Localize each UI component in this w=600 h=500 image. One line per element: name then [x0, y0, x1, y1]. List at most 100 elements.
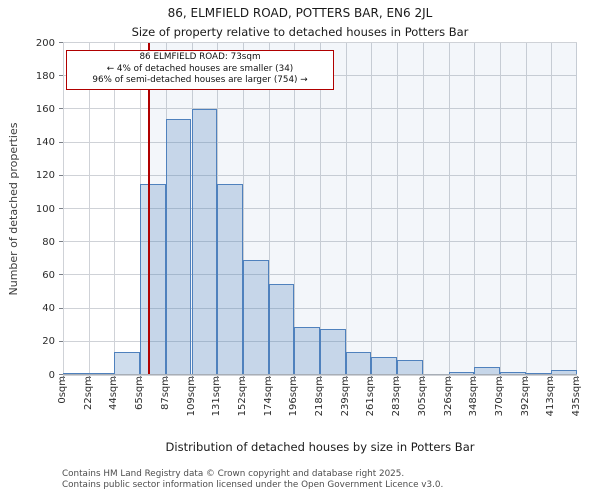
x-tick-mark [551, 376, 553, 380]
y-tick-label: 160 [35, 103, 55, 115]
x-tick-label: 326sqm [442, 376, 454, 417]
x-tick-mark [525, 376, 527, 380]
y-tick-mark [59, 274, 63, 276]
gridline-vertical [525, 43, 527, 375]
gridline-vertical [448, 43, 450, 375]
x-tick-label: 44sqm [108, 376, 120, 411]
y-tick-label: 180 [35, 70, 55, 82]
gridline-vertical [422, 43, 424, 375]
x-tick-mark [577, 376, 578, 380]
x-tick-label: 196sqm [288, 376, 300, 417]
gridline-vertical [320, 43, 321, 375]
x-tick-label: 65sqm [134, 376, 146, 411]
histogram-bar [345, 351, 372, 375]
x-tick-label: 239sqm [339, 376, 351, 417]
gridline-vertical [114, 43, 116, 375]
gridline-vertical [551, 43, 553, 375]
y-tick-mark [59, 108, 63, 110]
histogram-bar [320, 328, 346, 375]
gridline-vertical [88, 43, 90, 375]
x-tick-label: 392sqm [519, 376, 531, 417]
gridline-vertical [345, 43, 347, 375]
histogram-bar [242, 260, 269, 375]
x-tick-mark [448, 376, 450, 380]
x-tick-label: 174sqm [262, 376, 274, 417]
histogram-bar [474, 366, 500, 375]
x-tick-label: 109sqm [185, 376, 197, 417]
histogram-bar [551, 370, 577, 375]
x-tick-mark [63, 376, 64, 380]
y-tick-mark [59, 75, 63, 77]
y-tick-mark [59, 340, 63, 342]
histogram-bar [294, 326, 320, 375]
gridline-vertical [371, 43, 373, 375]
histogram-bar [268, 283, 295, 375]
histogram-bar [499, 371, 526, 375]
x-tick-label: 435sqm [571, 376, 582, 417]
y-tick-label: 20 [42, 336, 55, 348]
shaded-region-right-of-marker [149, 43, 577, 375]
y-axis-label: Number of detached properties [7, 122, 20, 296]
histogram-bar [140, 184, 166, 375]
y-tick-mark [59, 208, 63, 209]
footer-line-2: Contains public sector information licen… [62, 480, 444, 490]
x-tick-mark [345, 376, 347, 380]
histogram-bar [114, 351, 141, 375]
gridline-vertical [397, 43, 399, 375]
property-size-marker-line [148, 43, 151, 375]
x-tick-mark [371, 376, 373, 380]
histogram-bar [371, 356, 398, 375]
histogram-bar [448, 371, 475, 375]
x-tick-label: 152sqm [236, 376, 248, 417]
y-tick-mark [59, 241, 63, 243]
chart-subtitle: Size of property relative to detached ho… [131, 25, 469, 39]
plot-area [63, 42, 577, 376]
x-tick-label: 87sqm [159, 376, 171, 411]
x-tick-mark [242, 376, 244, 380]
x-tick-mark [422, 376, 424, 380]
x-tick-mark [217, 376, 219, 380]
y-tick-mark [59, 141, 63, 143]
y-tick-label: 80 [42, 236, 55, 248]
gridline-vertical [294, 43, 296, 375]
x-tick-mark [294, 376, 296, 380]
gridline-vertical [63, 43, 64, 375]
histogram-bar [191, 109, 218, 375]
y-tick-label: 0 [48, 369, 55, 381]
x-tick-mark [191, 376, 193, 380]
x-tick-mark [474, 376, 476, 380]
histogram-bar [217, 184, 243, 375]
x-tick-label: 0sqm [57, 376, 68, 404]
x-tick-label: 413sqm [545, 376, 557, 417]
gridline-vertical [474, 43, 476, 375]
y-tick-mark [59, 174, 63, 176]
x-tick-mark [114, 376, 116, 380]
x-tick-mark [140, 376, 142, 380]
y-tick-mark [59, 374, 63, 375]
annotation-line-3: 96% of semi-detached houses are larger (… [92, 75, 308, 86]
x-tick-mark [88, 376, 90, 380]
y-tick-mark [59, 42, 63, 43]
y-tick-label: 60 [42, 269, 55, 281]
x-tick-label: 131sqm [211, 376, 223, 417]
annotation-line-1: 86 ELMFIELD ROAD: 73sqm [139, 52, 261, 62]
y-tick-label: 120 [35, 170, 55, 182]
x-tick-mark [268, 376, 270, 380]
x-tick-label: 370sqm [493, 376, 505, 417]
gridline-vertical [499, 43, 501, 375]
x-tick-mark [499, 376, 501, 380]
annotation-box: 86 ELMFIELD ROAD: 73sqm ← 4% of detached… [66, 50, 334, 90]
x-tick-label: 348sqm [468, 376, 480, 417]
annotation-line-2: ← 4% of detached houses are smaller (34) [106, 63, 294, 74]
y-tick-mark [59, 307, 63, 309]
x-tick-label: 305sqm [416, 376, 428, 417]
x-tick-label: 261sqm [365, 376, 377, 417]
x-axis-label: Distribution of detached houses by size … [165, 440, 475, 454]
chart-title: 86, ELMFIELD ROAD, POTTERS BAR, EN6 2JL [167, 6, 433, 20]
y-tick-label: 40 [42, 303, 55, 315]
gridline-horizontal [63, 375, 577, 376]
histogram-bar [165, 119, 192, 375]
x-tick-mark [165, 376, 167, 380]
y-tick-label: 100 [35, 203, 55, 215]
